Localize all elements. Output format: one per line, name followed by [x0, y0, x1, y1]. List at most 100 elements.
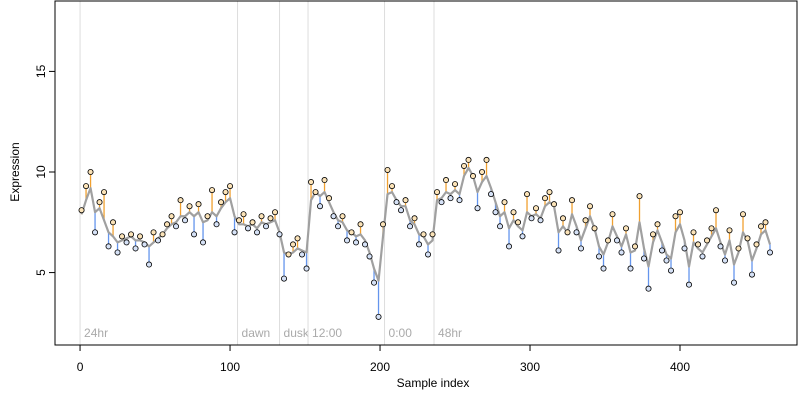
point [699, 253, 706, 260]
y-tick-label: 5 [34, 269, 48, 276]
point [254, 229, 261, 236]
point [744, 235, 751, 242]
y-tick-label: 15 [34, 64, 48, 78]
point [276, 231, 283, 238]
point [708, 225, 715, 232]
x-tick-label: 200 [370, 360, 390, 374]
point [344, 237, 351, 244]
point [83, 183, 90, 190]
point [659, 247, 666, 254]
point [78, 207, 85, 214]
point [564, 229, 571, 236]
point [474, 205, 481, 212]
point [470, 173, 477, 180]
point [425, 251, 432, 258]
event-label: 12:00 [312, 326, 342, 340]
point [249, 219, 256, 226]
point [618, 249, 625, 256]
fit-line [80, 166, 772, 282]
point [272, 209, 279, 216]
x-tick-label: 400 [670, 360, 690, 374]
point [515, 219, 522, 226]
point [362, 241, 369, 248]
point [677, 209, 684, 216]
point [731, 279, 738, 286]
point [753, 241, 760, 248]
point [398, 207, 405, 214]
point [546, 189, 553, 196]
point [722, 257, 729, 264]
point [339, 213, 346, 220]
x-tick-label: 0 [77, 360, 84, 374]
point [222, 189, 229, 196]
point [294, 235, 301, 242]
point [582, 217, 589, 224]
point [182, 217, 189, 224]
point [542, 195, 549, 202]
point [236, 217, 243, 224]
event-label: dusk [284, 326, 310, 340]
point [101, 189, 108, 196]
point [213, 221, 220, 228]
event-label: 0:00 [389, 326, 413, 340]
point [393, 199, 400, 206]
point [357, 221, 364, 228]
point [173, 223, 180, 230]
point [231, 229, 238, 236]
point [204, 213, 211, 220]
point [281, 275, 288, 282]
point [668, 267, 675, 274]
point [285, 251, 292, 258]
event-label: 24hr [84, 326, 108, 340]
point [749, 271, 756, 278]
point [128, 231, 135, 238]
point [524, 191, 531, 198]
point [119, 233, 126, 240]
point [96, 199, 103, 206]
point [191, 231, 198, 238]
point [245, 225, 252, 232]
point [501, 199, 508, 206]
point [411, 215, 418, 222]
point [690, 229, 697, 236]
point [740, 211, 747, 218]
point [479, 168, 486, 175]
point [587, 203, 594, 210]
point [573, 229, 580, 236]
point [299, 251, 306, 258]
point [555, 247, 562, 254]
point [686, 281, 693, 288]
point [537, 217, 544, 224]
point [141, 241, 148, 248]
point [596, 253, 603, 260]
point [663, 257, 670, 264]
point [384, 166, 391, 173]
point [240, 211, 247, 218]
point [600, 265, 607, 272]
point [443, 177, 450, 184]
point [195, 201, 202, 208]
point [465, 156, 472, 163]
point [348, 229, 355, 236]
point [114, 249, 121, 256]
point [312, 189, 319, 196]
point [645, 285, 652, 292]
point [218, 199, 225, 206]
plot-frame [54, 0, 798, 346]
point [654, 221, 661, 228]
point [155, 237, 162, 244]
point [326, 195, 333, 202]
point [452, 181, 459, 188]
point [519, 233, 526, 240]
point [263, 223, 270, 230]
y-axis-label: Expression [8, 142, 22, 201]
point [438, 199, 445, 206]
point [533, 205, 540, 212]
point [672, 213, 679, 220]
point [492, 209, 499, 216]
point [762, 219, 769, 226]
event-label: dawn [242, 326, 271, 340]
point [605, 237, 612, 244]
point [177, 197, 184, 204]
